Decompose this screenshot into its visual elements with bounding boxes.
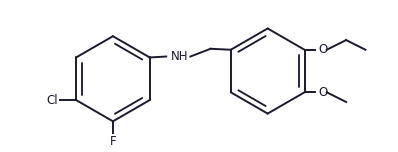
Text: O: O [318, 86, 327, 99]
Text: F: F [109, 135, 116, 148]
Text: O: O [318, 43, 327, 56]
Text: Cl: Cl [46, 93, 58, 107]
Text: NH: NH [171, 50, 189, 63]
